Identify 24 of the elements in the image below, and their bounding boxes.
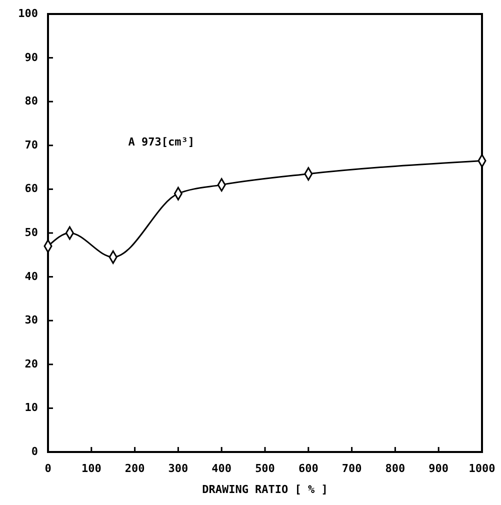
x-tick-label: 500 <box>255 462 275 475</box>
x-tick-label: 900 <box>428 462 449 475</box>
y-tick-label: 90 <box>24 50 38 64</box>
y-tick-label: 20 <box>24 357 38 370</box>
y-tick-label: 100 <box>18 7 38 20</box>
y-tick-label: 0 <box>31 445 38 458</box>
y-tick-label: 70 <box>24 138 38 152</box>
x-axis-title: DRAWING RATIO [ % ] <box>202 483 328 496</box>
x-tick-label: 300 <box>168 462 188 475</box>
y-tick-label: 50 <box>24 226 38 240</box>
x-tick-label: 200 <box>124 462 145 475</box>
x-tick-label: 100 <box>81 462 102 475</box>
x-tick-label: 600 <box>298 462 318 475</box>
x-tick-label: 800 <box>385 462 406 475</box>
x-tick-label: 0 <box>44 462 52 475</box>
y-tick-label: 10 <box>24 401 38 414</box>
y-tick-label: 80 <box>24 94 38 108</box>
x-tick-label: 400 <box>212 462 232 475</box>
y-tick-label: 60 <box>24 182 38 196</box>
x-tick-label: 700 <box>342 462 362 475</box>
annotation: A 973[cm³] <box>128 135 195 148</box>
x-tick-label: 1000 <box>468 462 496 475</box>
y-tick-label: 30 <box>24 314 38 327</box>
y-tick-label: 40 <box>24 270 38 283</box>
